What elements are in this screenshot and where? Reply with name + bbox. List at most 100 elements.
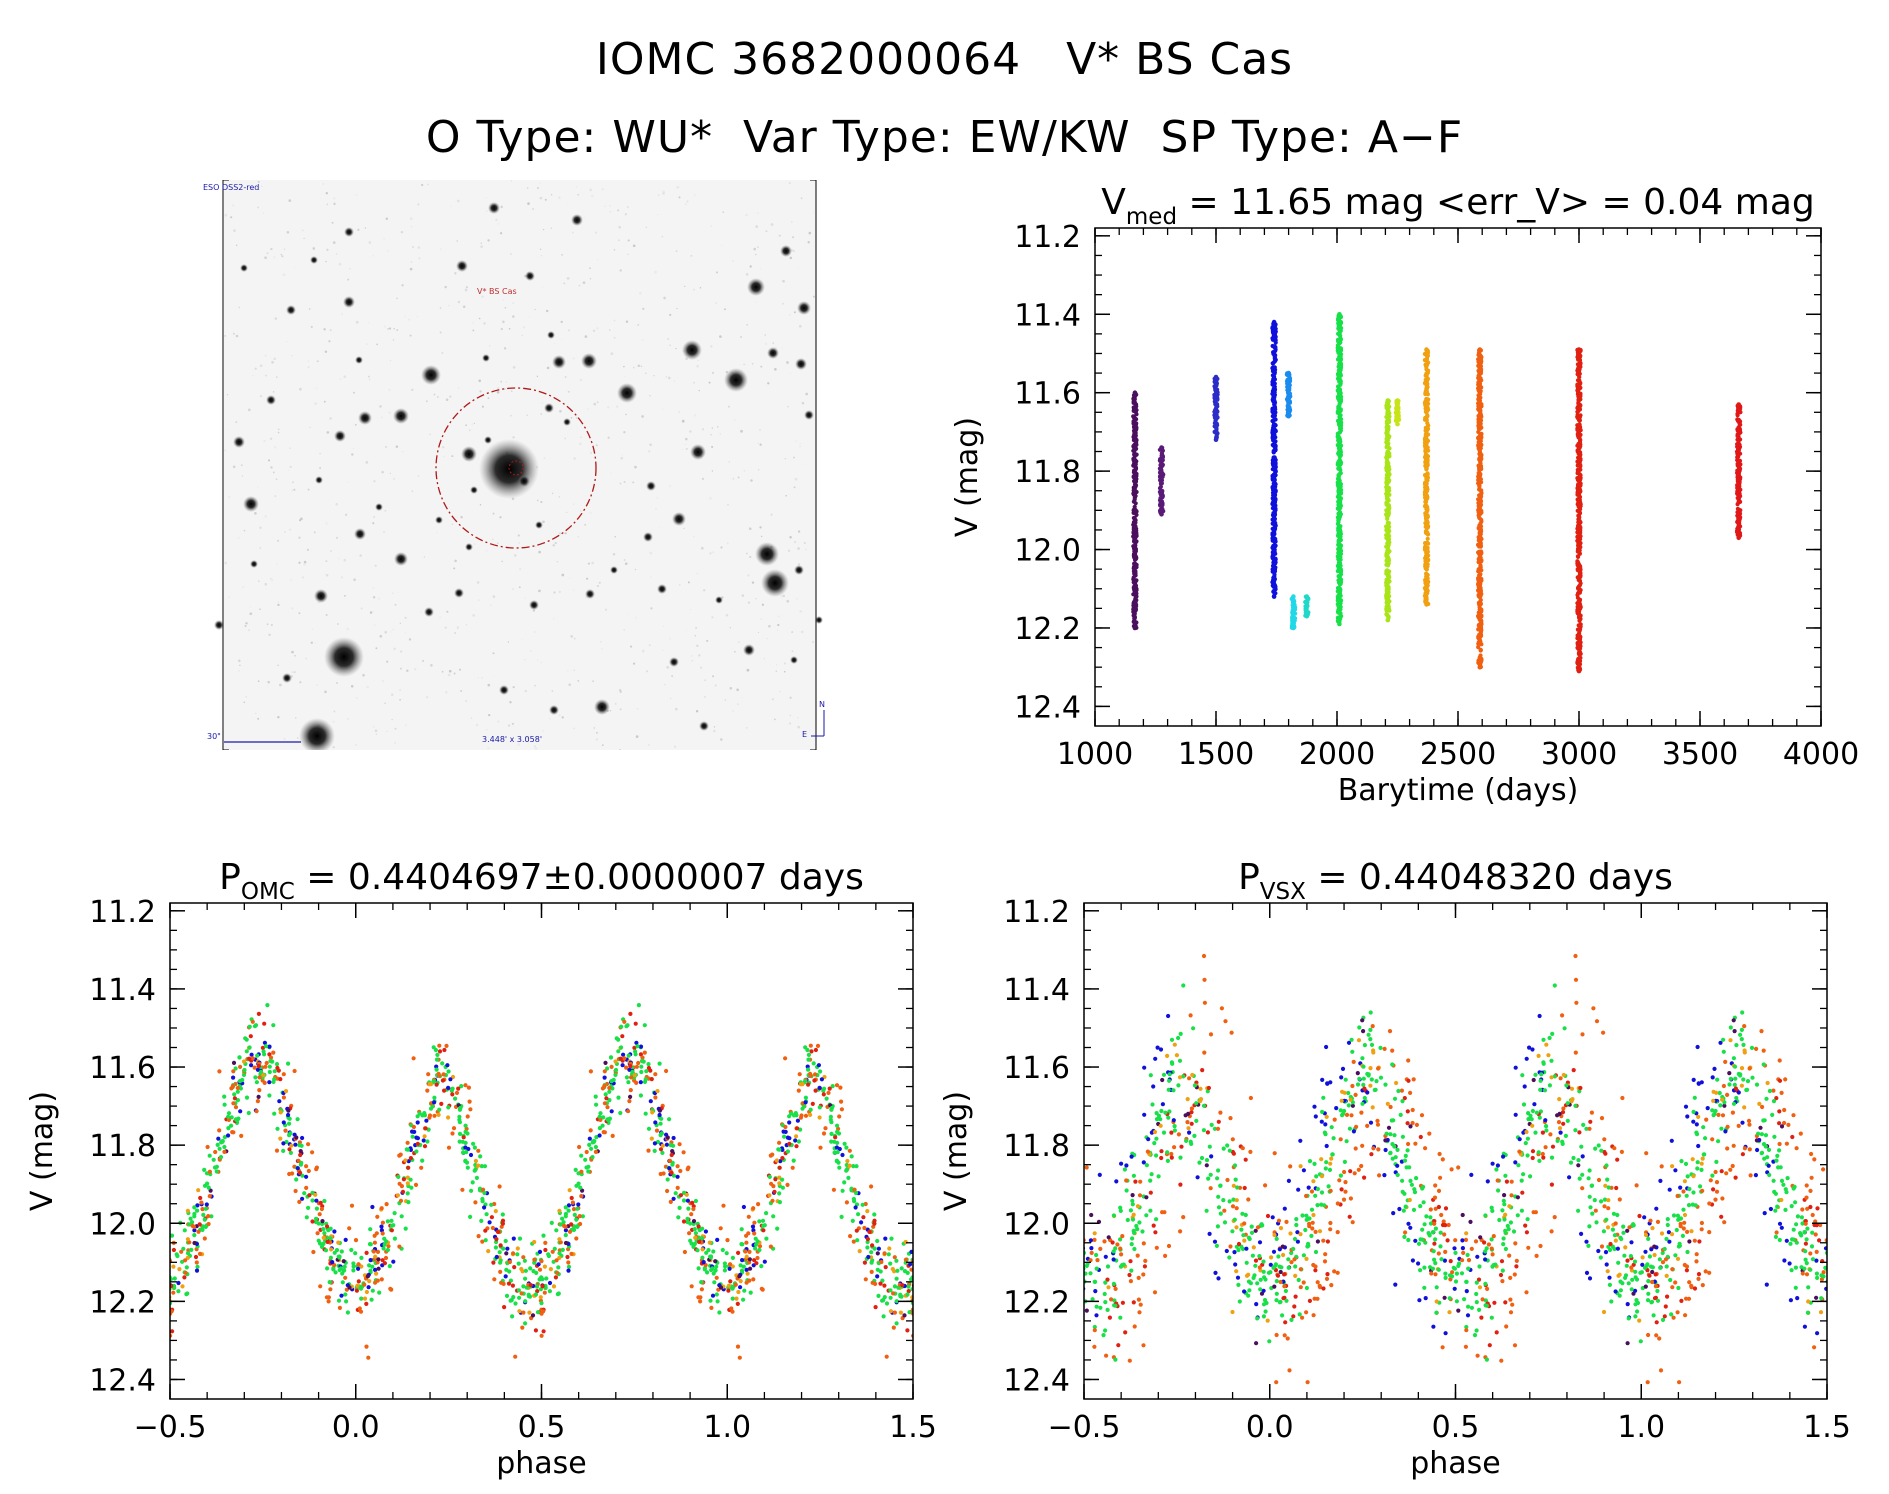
data-point [1270,365,1275,370]
data-point [1424,554,1429,559]
data-point [1133,443,1138,448]
noise-dot [751,362,754,365]
data-point [1158,502,1163,507]
data-point [1735,486,1740,491]
data-point [1384,432,1390,437]
noise-dot [374,624,376,626]
data-point [1131,530,1136,535]
data-point [1273,498,1278,503]
data-point [1386,418,1391,423]
data-point [1272,476,1277,481]
noise-dot [299,387,302,391]
data-point [604,1101,610,1106]
data-point [222,1135,227,1140]
data-point [566,1203,572,1208]
noise-dot [366,685,369,689]
data-point [1159,451,1164,456]
data-point [547,1280,553,1286]
data-point [1423,390,1428,395]
data-point [1575,549,1580,554]
data-point [1479,404,1484,409]
data-point [1336,350,1341,355]
data-point [879,1258,884,1263]
noise-dot [442,446,445,449]
data-point [250,1019,255,1024]
data-point [1386,571,1391,576]
data-point [1338,460,1343,465]
data-point [1291,623,1297,628]
noise-dot [273,255,276,259]
data-point [1158,464,1164,470]
data-point [1477,555,1482,560]
noise-dot [397,591,399,593]
noise-dot [355,193,358,197]
data-point [1336,593,1341,598]
noise-dot [238,659,241,663]
data-point [1478,435,1483,441]
data-point [1735,452,1740,457]
data-point [1285,388,1290,393]
data-point [1477,347,1483,352]
data-point [1424,574,1429,579]
data-point [1272,432,1277,437]
data-point [1478,443,1483,448]
data-point [332,1263,337,1268]
noise-dot [759,268,762,270]
data-point [1272,461,1277,466]
data-point [1577,445,1582,450]
data-point [1386,526,1391,531]
noise-dot [812,295,815,298]
data-point [863,1201,868,1207]
data-point [574,1183,579,1188]
data-point [1575,636,1580,641]
noise-dot [610,352,614,356]
data-point [1575,428,1580,433]
data-point [1577,362,1582,367]
data-point [1476,393,1481,398]
data-point [1270,326,1275,331]
data-point [1213,381,1218,386]
noise-dot [776,629,779,632]
noise-dot [595,731,598,734]
data-point [170,1298,172,1303]
data-point [1160,455,1165,460]
data-point [1476,641,1481,646]
data-point [1477,451,1482,456]
data-point [1477,483,1482,488]
data-point [1338,413,1343,418]
data-point [1337,323,1342,328]
data-point [1273,488,1278,493]
data-point [1395,421,1400,427]
data-point [1394,406,1399,411]
data-point [840,1152,845,1158]
noise-dot [627,613,630,615]
noise-dot [385,217,389,221]
data-point [611,1081,616,1086]
data-point [1157,447,1162,452]
data-point [1422,417,1428,422]
data-point [1270,435,1275,440]
data-point [1396,415,1401,420]
noise-dot [346,627,349,631]
data-point [1736,500,1741,505]
noise-dot [693,381,696,384]
data-point [337,1305,342,1310]
data-point [1424,585,1429,591]
data-point [755,1255,760,1261]
data-point [1213,417,1219,422]
noise-dot [812,211,815,214]
data-point [1577,602,1582,607]
data-point [1133,580,1138,585]
data-point [1424,586,1429,591]
noise-dot [598,581,601,584]
data-point [405,1147,410,1152]
data-point [174,1252,179,1257]
data-point [1338,460,1344,465]
data-point [1271,510,1276,516]
data-point [1336,315,1341,320]
data-point [288,1131,293,1136]
noise-dot [639,292,642,295]
data-point [1385,443,1390,448]
data-point [339,1249,344,1254]
data-point [271,1023,276,1028]
